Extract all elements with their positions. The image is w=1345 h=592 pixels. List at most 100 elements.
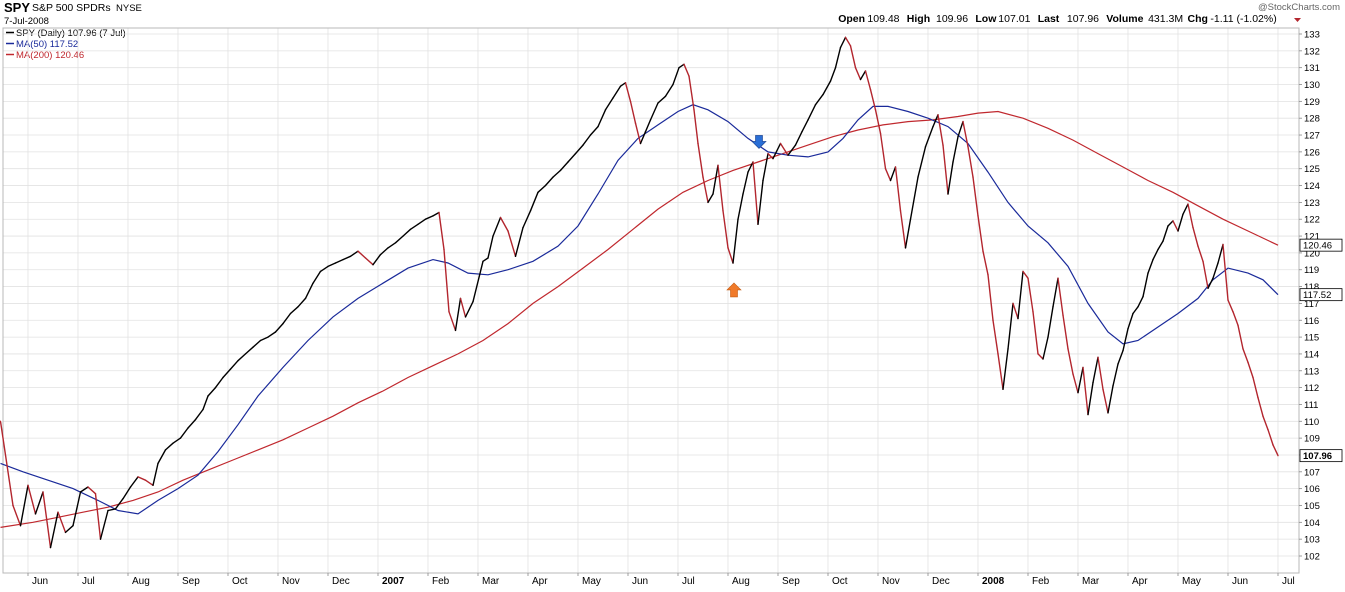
price-segment [762,152,769,182]
ohlc-label: High [907,13,930,25]
price-segment [957,120,964,138]
price-segment [157,449,167,465]
price-segment [1072,373,1079,394]
plot-frame [2,27,1300,574]
price-segment [1252,376,1259,399]
y-tick-label: 133 [1304,30,1320,41]
price-segment [932,114,939,128]
x-tick-label: Feb [432,576,450,587]
symbol-label: SPY [4,0,30,15]
last-value-box [1299,238,1343,252]
x-tick-label: Nov [882,576,900,587]
price-segment [664,83,674,98]
price-segment [1167,220,1174,227]
price-segment [172,437,182,444]
price-segment [967,146,974,178]
price-segment [164,442,174,451]
ohlc-label: Last [1038,13,1060,25]
price-segment [1237,324,1244,350]
price-segment [1142,272,1149,298]
price-segment [1057,277,1064,316]
price-segment [644,119,652,133]
price-segment [702,176,709,204]
price-segment [854,66,862,81]
x-tick-label: Sep [182,576,200,587]
price-segment [683,63,690,77]
price-segment [237,353,247,362]
price-segment [982,250,989,276]
x-tick-label: Mar [482,576,500,587]
arrow-down-icon [751,135,767,149]
price-segment [597,109,607,128]
y-tick-label: 132 [1304,46,1320,57]
price-segment [1132,306,1139,315]
price-segment [459,297,467,318]
ohlc-value: 107.96 [1067,13,1099,25]
price-segment [1127,312,1134,330]
x-tick-label: Apr [1132,576,1148,587]
price-segment [688,75,695,111]
y-tick-label: 113 [1304,366,1319,377]
x-tick-label: Jun [632,576,648,587]
price-segment [529,191,539,212]
price-segment [144,479,154,486]
price-segment [464,301,474,318]
price-segment [742,171,749,195]
price-segment [657,95,667,104]
last-value-label: 120.46 [1303,241,1332,252]
price-segment [834,46,842,69]
price-segment [267,331,277,338]
price-segment [1092,356,1099,384]
price-segment [992,319,999,355]
price-segment [304,282,314,300]
price-segment [202,395,209,411]
price-segment [1157,240,1164,251]
price-segment [874,109,882,135]
price-segment [454,297,462,332]
y-tick-label: 106 [1304,484,1320,495]
price-segment [244,346,254,355]
y-tick-label: 114 [1304,349,1319,360]
price-segment [1062,314,1069,350]
price-segment [747,161,754,173]
x-tick-label: Nov [282,576,300,587]
price-segment [1202,260,1209,289]
price-segment [364,257,374,266]
ohlc-value: -1.11 (-1.02%) [1210,13,1276,25]
price-segment [987,274,994,321]
price-segment [732,218,739,264]
price-segment [1087,381,1094,416]
price-segment [1172,220,1179,232]
ohlc-label: Volume [1106,13,1143,25]
y-tick-label: 122 [1304,215,1320,226]
y-tick-label: 112 [1304,383,1319,394]
last-value-label: 107.96 [1303,451,1332,462]
price-segment [937,114,944,146]
price-segment [349,250,359,257]
chart-date: 7-Jul-2008 [4,16,49,27]
x-tick-label: 2007 [382,576,405,587]
price-segment [899,210,907,249]
price-segment [379,247,389,256]
price-segment [1112,363,1119,387]
price-segment [438,211,445,251]
x-tick-label: Sep [782,576,800,587]
price-segment [514,226,524,257]
price-segment [1162,225,1169,242]
ohlc-value: 107.01 [998,13,1030,25]
price-segment [794,130,803,146]
price-segment [634,122,642,145]
price-segment [947,161,954,195]
price-segment [1267,429,1274,446]
price-segment [717,164,724,212]
price-segment [402,228,412,237]
price-segment [801,119,809,133]
legend: SPY (Daily) 107.96 (7 Jul)MA(50) 117.52M… [6,28,126,61]
price-segment [417,218,427,226]
price-segment [1177,213,1184,232]
price-segment [319,265,329,273]
ohlc-label: Open [838,13,865,25]
y-tick-label: 124 [1304,181,1320,192]
price-segment [1012,302,1019,320]
price-segment [849,45,857,69]
